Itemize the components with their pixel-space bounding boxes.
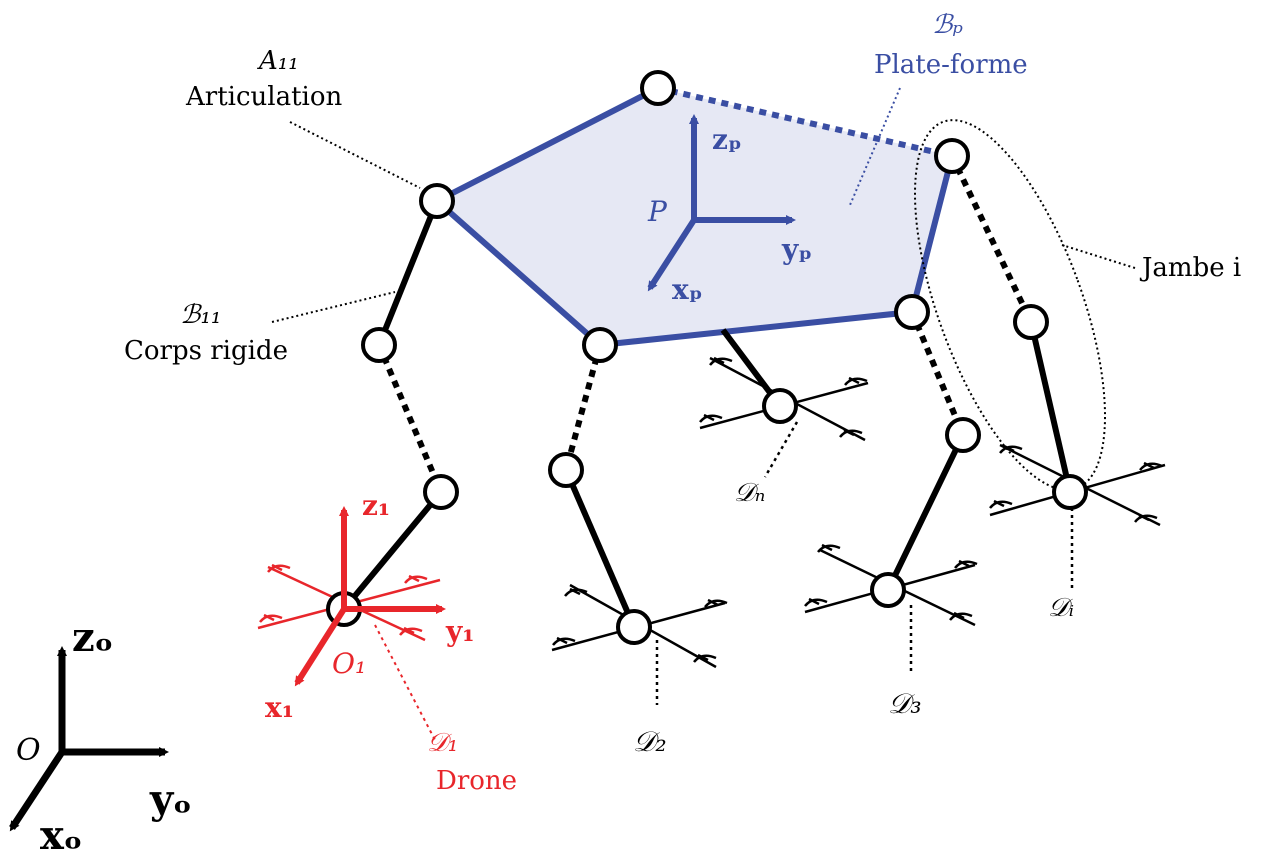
body-symbol: ℬ₁₁ [180,300,222,330]
joint-leg1-low [423,474,459,510]
platform-frame [647,114,796,292]
articulation-label: Articulation [186,82,343,112]
joint-platform-leg2 [582,327,618,363]
drone1-frame [294,506,446,687]
leg-label: Jambe i [1142,253,1242,283]
o1-label: O₁ [332,647,367,680]
drone3-label: 𝒟₃ [888,687,922,720]
joint-legi-mid [1013,304,1049,340]
zp-label: zₚ [712,123,742,156]
drone2-label: 𝒟₂ [633,725,667,758]
zo-label: zₒ [72,614,114,661]
z1-label: z₁ [362,489,391,522]
joint-platform-right [934,138,970,174]
drone-i [989,443,1166,590]
drone1-label: Drone [436,766,518,796]
xo-label: xₒ [40,812,83,859]
joint-a11 [419,183,455,219]
dronen-label: 𝒟ₙ [734,478,766,508]
origin-o-label: O [16,733,41,768]
joint-drone-2 [616,609,652,645]
joint-leg1-mid [361,327,397,363]
joint-platform-top [640,70,676,106]
leg-3 [885,310,966,592]
yp-label: yₚ [782,233,813,266]
joint-drone-n [762,388,798,424]
joints [326,70,1088,645]
x1-label: x₁ [265,691,294,724]
body-label: Corps rigide [124,336,288,366]
drone1-symbol: 𝒟₁ [427,728,459,758]
xp-label: xₚ [672,273,703,306]
yo-label: yₒ [150,776,192,823]
joint-leg2-low [548,452,584,488]
dronei-label: 𝒟ᵢ [1048,593,1074,623]
platform-symbol: ℬₚ [932,10,963,40]
joint-drone-i [1052,474,1088,510]
point-p-label: P [648,195,667,228]
drone-3 [804,543,978,672]
joint-leg3-low [945,417,981,453]
leg-1 [341,199,444,611]
articulation-symbol: A₁₁ [259,46,299,76]
platform-label: Plate-forme [874,50,1028,80]
drone-2 [551,583,728,705]
world-frame [9,646,169,832]
leader-lines [271,87,1136,323]
y1-label: y₁ [446,615,475,648]
leg-2 [563,344,637,629]
joint-platform-leg3 [894,294,930,330]
joint-drone-3 [870,572,906,608]
